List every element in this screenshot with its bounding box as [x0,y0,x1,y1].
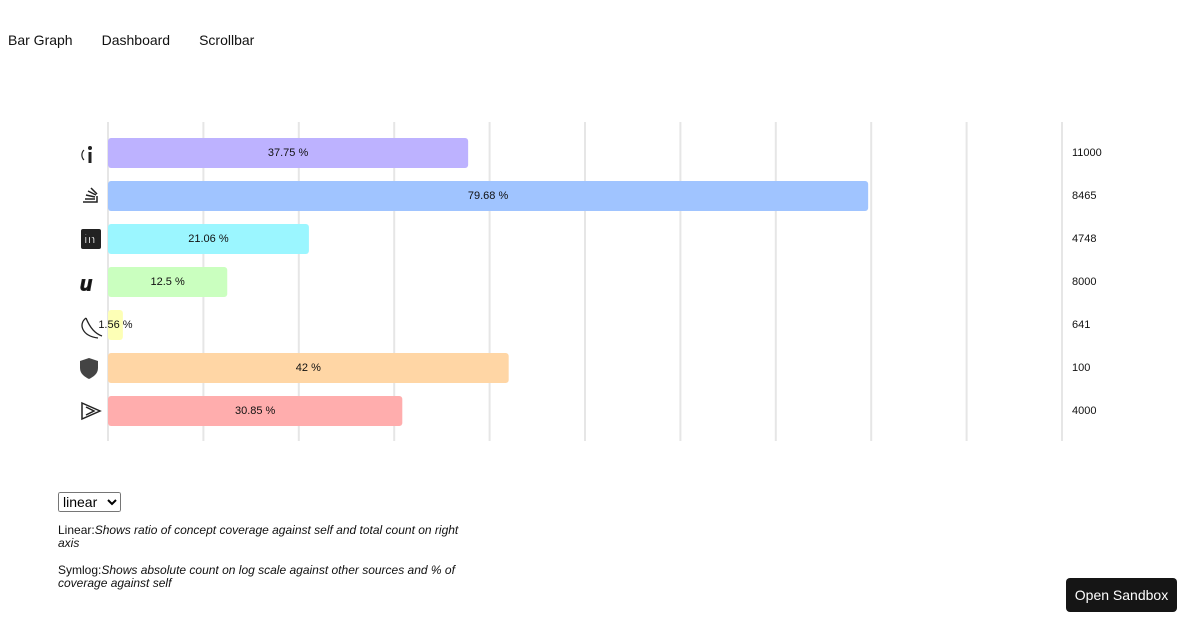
description: Symlog:Shows absolute count on log scale… [58,564,468,590]
desc-text: Shows ratio of concept coverage against … [58,523,459,550]
nav-link[interactable]: Dashboard [101,32,171,48]
open-sandbox-button[interactable]: Open Sandbox [1066,578,1177,612]
bar [108,224,309,254]
data-label: 12.5 % [151,276,185,288]
icons: in u [80,146,103,421]
icon-glyph: in [84,231,96,246]
total-label: 100 [1072,362,1090,374]
bar [108,396,403,426]
data-label: 30.85 % [235,405,276,417]
desc-text: Shows absolute count on log scale agains… [58,563,455,590]
desc-label: Linear: [58,523,95,537]
data-label: 79.68 % [468,190,509,202]
total-label: 8000 [1072,276,1096,288]
bar [108,310,123,340]
chart: in u 37.75 % 11000 79.68 % 8465 21.06 % 4748 1… [80,122,1102,441]
total-label: 4000 [1072,405,1096,417]
data-label: 1.56 % [98,319,132,331]
total-label: 4748 [1072,233,1096,245]
icon-glyph: u [80,273,92,295]
bar [108,138,469,168]
description: Linear:Shows ratio of concept coverage a… [58,524,468,550]
nav-link[interactable]: Scrollbar [199,32,255,48]
desc-label: Symlog: [58,563,102,577]
nav: Bar Graph Dashboard Scrollbar [8,32,283,48]
bar [108,267,228,297]
total-label: 641 [1072,319,1090,331]
bar [108,353,509,383]
data-label: 37.75 % [268,147,309,159]
data-label: 42 % [296,362,321,374]
data-label: 21.06 % [188,233,229,245]
total-label: 8465 [1072,190,1096,202]
nav-link[interactable]: Bar Graph [8,32,73,48]
total-label: 11000 [1072,147,1102,159]
scale-select[interactable]: linear [58,492,121,512]
bar [108,181,869,211]
